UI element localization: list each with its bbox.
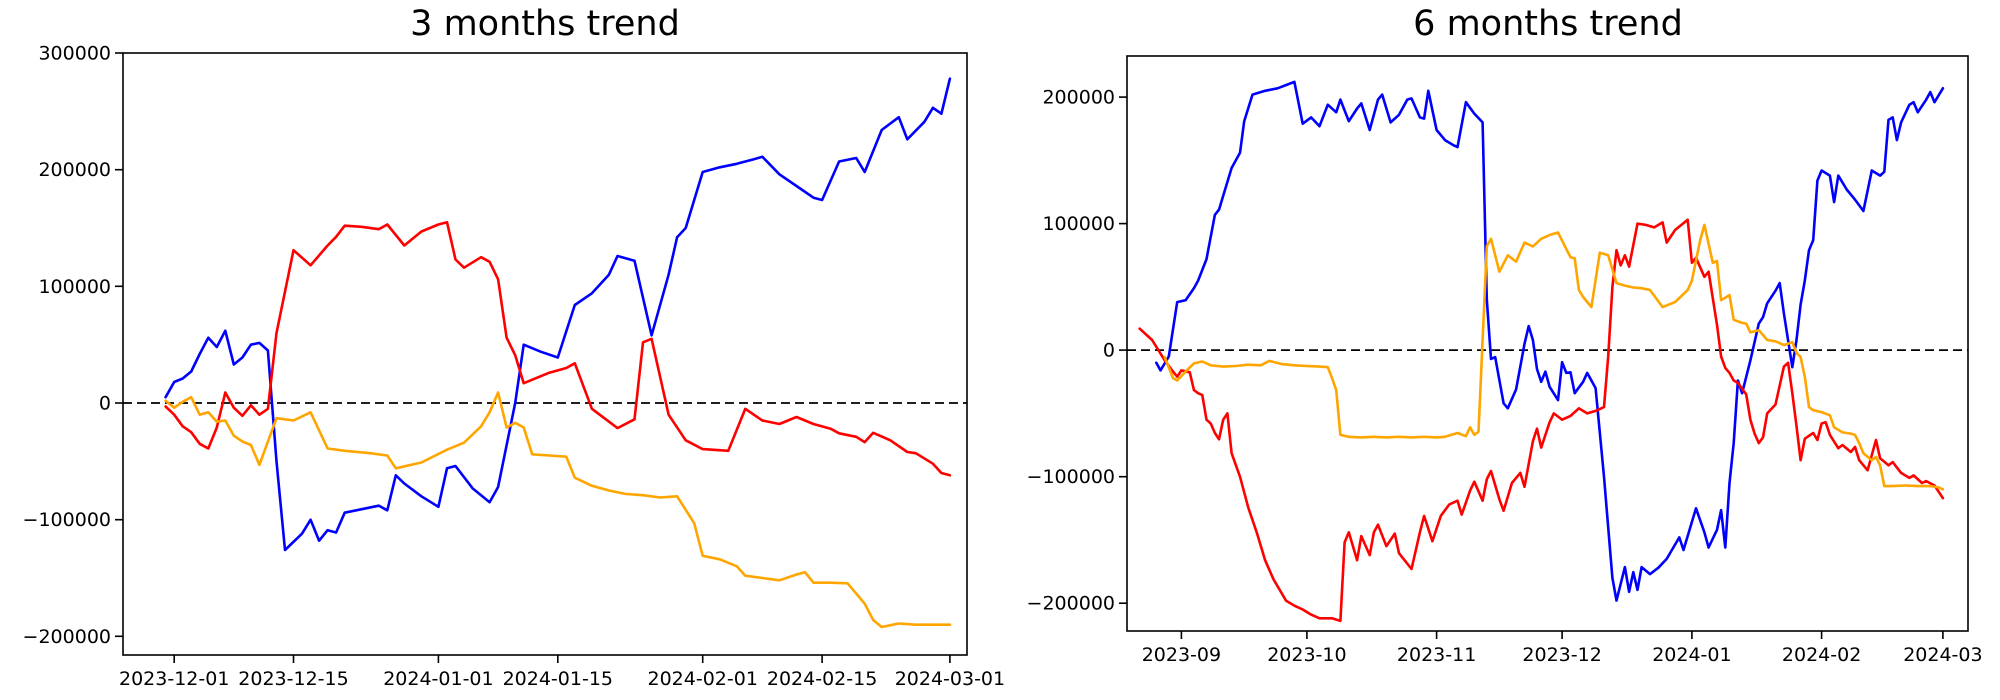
y-tick-label: 0 — [1103, 340, 1115, 362]
x-tick-label: 2024-01-01 — [383, 668, 493, 690]
series-line-orange — [1163, 223, 1945, 491]
x-tick-label: 2023-11 — [1397, 644, 1476, 666]
series-line-blue — [1155, 80, 1945, 602]
y-tick-label: 200000 — [38, 159, 111, 181]
x-tick-label: 2023-12 — [1522, 644, 1601, 666]
y-tick-label: −200000 — [1027, 593, 1115, 615]
x-tick-label: 2023-09 — [1142, 644, 1221, 666]
x-tick-label: 2024-02 — [1782, 644, 1861, 666]
plot-frame — [122, 52, 968, 656]
y-tick-label: 0 — [99, 393, 111, 415]
series-line-red — [164, 220, 952, 477]
x-tick-label: 2023-10 — [1267, 644, 1346, 666]
y-tick-label: −200000 — [23, 626, 111, 648]
y-tick-label: 200000 — [1042, 87, 1115, 109]
series-line-orange — [164, 391, 952, 629]
series-line-blue — [164, 77, 952, 552]
x-tick-label: 2024-02-15 — [767, 668, 877, 690]
series-line-red — [1138, 218, 1945, 623]
x-tick-label: 2024-02-01 — [647, 668, 757, 690]
x-tick-label: 2024-03-01 — [895, 668, 1005, 690]
x-tick-label: 2023-12-01 — [119, 668, 229, 690]
x-tick-label: 2024-01 — [1652, 644, 1731, 666]
x-tick-label: 2023-12-15 — [238, 668, 348, 690]
chart-title-6-months: 6 months trend — [1413, 4, 1683, 44]
x-tick-label: 2024-03 — [1903, 644, 1982, 666]
y-tick-label: 300000 — [38, 43, 111, 65]
plot-frame — [1126, 55, 1969, 632]
y-tick-label: 100000 — [38, 276, 111, 298]
y-tick-label: −100000 — [1027, 466, 1115, 488]
x-tick-label: 2024-01-15 — [503, 668, 613, 690]
y-tick-label: 100000 — [1042, 213, 1115, 235]
y-tick-label: −100000 — [23, 509, 111, 531]
chart-title-3-months: 3 months trend — [410, 4, 680, 44]
